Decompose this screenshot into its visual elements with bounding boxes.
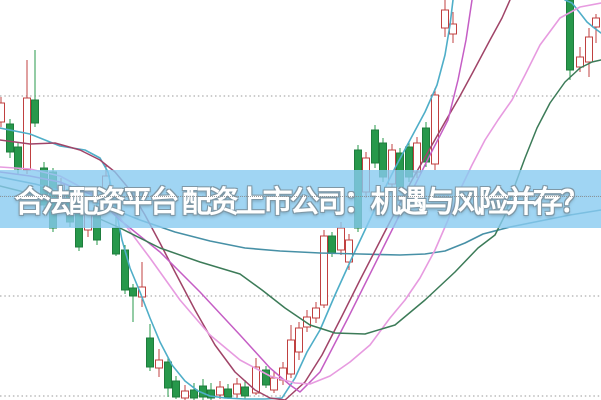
candle-down — [371, 125, 379, 168]
candle-down — [164, 357, 172, 397]
candle-body — [431, 94, 439, 165]
candle-down — [262, 366, 270, 388]
candle-down — [224, 384, 232, 399]
candle-body — [337, 227, 345, 251]
headline-text: 合法配资平台 配资上市公司：机遇与风险并存？ — [14, 186, 589, 219]
candle-up — [295, 322, 303, 360]
candle-body — [146, 337, 154, 368]
candle-body — [270, 377, 278, 391]
candle-down — [199, 379, 207, 400]
candle-down — [129, 284, 137, 322]
candle-body — [441, 9, 449, 29]
candle-body — [190, 389, 198, 399]
candle-body — [345, 239, 353, 263]
candle-up — [312, 302, 320, 323]
candle-down — [146, 324, 154, 371]
candle-down — [172, 376, 180, 399]
candle-up — [0, 97, 5, 127]
candle-body — [287, 339, 295, 375]
candle-up — [303, 310, 311, 332]
candle-body — [303, 316, 311, 328]
candle-up — [320, 230, 328, 308]
candle-up — [155, 349, 163, 377]
candle-body — [121, 249, 129, 291]
candle-down — [207, 383, 215, 400]
candle-down — [6, 119, 14, 158]
candle-up — [431, 88, 439, 170]
candle-body — [576, 56, 584, 68]
candle-body — [112, 227, 120, 255]
candle-body — [31, 99, 39, 124]
candle-body — [328, 235, 336, 254]
ma-orchid-pink — [0, 2, 601, 385]
candle-body — [129, 287, 137, 297]
candle-up — [138, 262, 146, 307]
candle-body — [224, 388, 232, 398]
gridline-over-banner — [0, 196, 601, 197]
candle-body — [592, 17, 600, 28]
ma-dark-green — [0, 59, 601, 335]
candle-body — [6, 123, 14, 153]
candle-down — [190, 383, 198, 400]
candle-body — [252, 366, 260, 394]
ma-fast-cyan — [564, 0, 601, 34]
candle-body — [14, 146, 22, 170]
candle-body — [566, 0, 574, 71]
candle-up — [270, 372, 278, 393]
candle-up — [233, 378, 241, 398]
candle-body — [320, 235, 328, 306]
candle-up — [441, 0, 449, 37]
candle-up — [23, 60, 31, 174]
candle-body — [0, 102, 5, 123]
candle-body — [371, 129, 379, 164]
candle-up — [252, 358, 260, 395]
candle-body — [164, 361, 172, 389]
candle-down — [31, 50, 39, 127]
candle-body — [585, 36, 593, 63]
headline-banner: 合法配资平台 配资上市公司：机遇与风险并存？ — [0, 170, 601, 228]
candle-body — [312, 307, 320, 319]
candle-up — [585, 28, 593, 77]
candle-up — [181, 385, 189, 400]
candle-body — [181, 390, 189, 399]
candle-body — [172, 380, 180, 398]
candle-body — [295, 327, 303, 353]
candle-body — [241, 386, 249, 397]
candle-down — [241, 380, 249, 399]
candle-body — [216, 386, 224, 396]
candle-body — [233, 383, 241, 395]
candle-body — [207, 389, 215, 399]
candle-up — [216, 381, 224, 399]
candle-body — [155, 359, 163, 369]
candle-body — [262, 369, 270, 386]
candle-up — [287, 325, 295, 378]
